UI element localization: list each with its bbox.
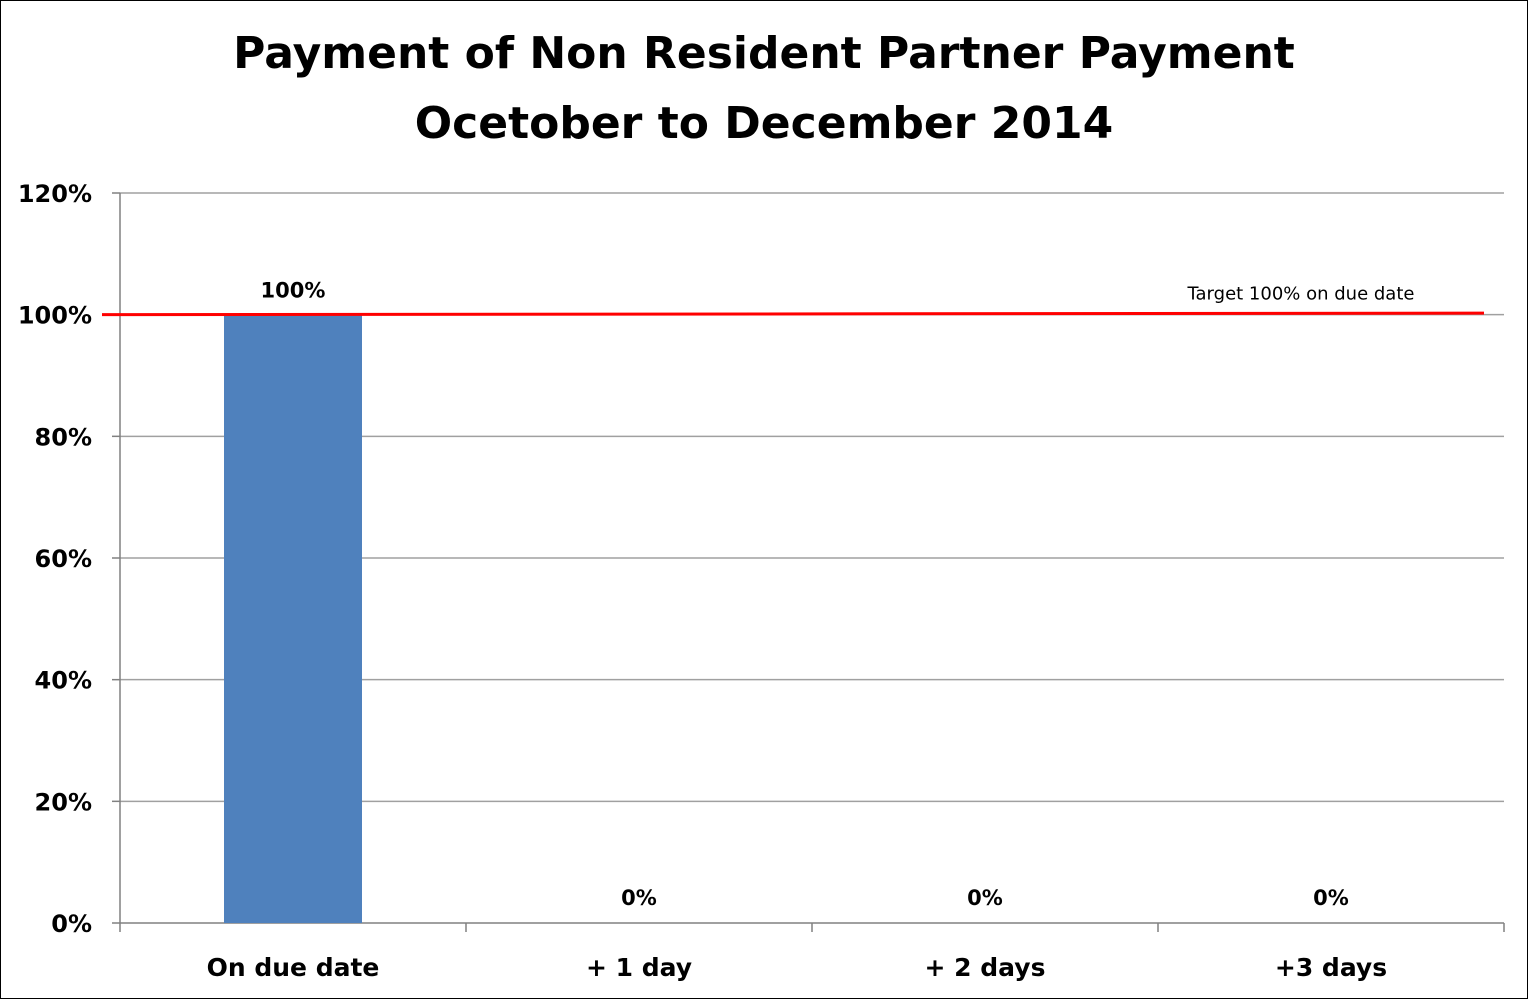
data-label-0: 100% [261,279,326,303]
chart-title: Payment of Non Resident Partner Payment … [1,19,1527,159]
y-tick-label: 80% [35,423,92,451]
y-tick-label: 20% [35,788,92,816]
y-tick-label: 60% [35,545,92,573]
category-label-3: +3 days [1275,953,1387,982]
data-label-1: 0% [621,886,657,910]
data-label-2: 0% [967,886,1003,910]
category-label-0: On due date [207,953,380,982]
y-tick-label: 40% [35,667,92,695]
data-label-3: 0% [1313,886,1349,910]
category-label-1: + 1 day [586,953,692,982]
target-label: Target 100% on due date [1187,284,1415,305]
bar-0 [224,314,362,924]
y-tick-label: 100% [18,302,92,330]
chart-title-line-2: Ocetober to December 2014 [414,98,1114,149]
target-line [101,311,1485,317]
category-label-2: + 2 days [925,953,1046,982]
y-tick-label: 120% [18,180,92,208]
y-tick-label: 0% [51,910,92,938]
chart-title-line-1: Payment of Non Resident Partner Payment [233,28,1295,79]
